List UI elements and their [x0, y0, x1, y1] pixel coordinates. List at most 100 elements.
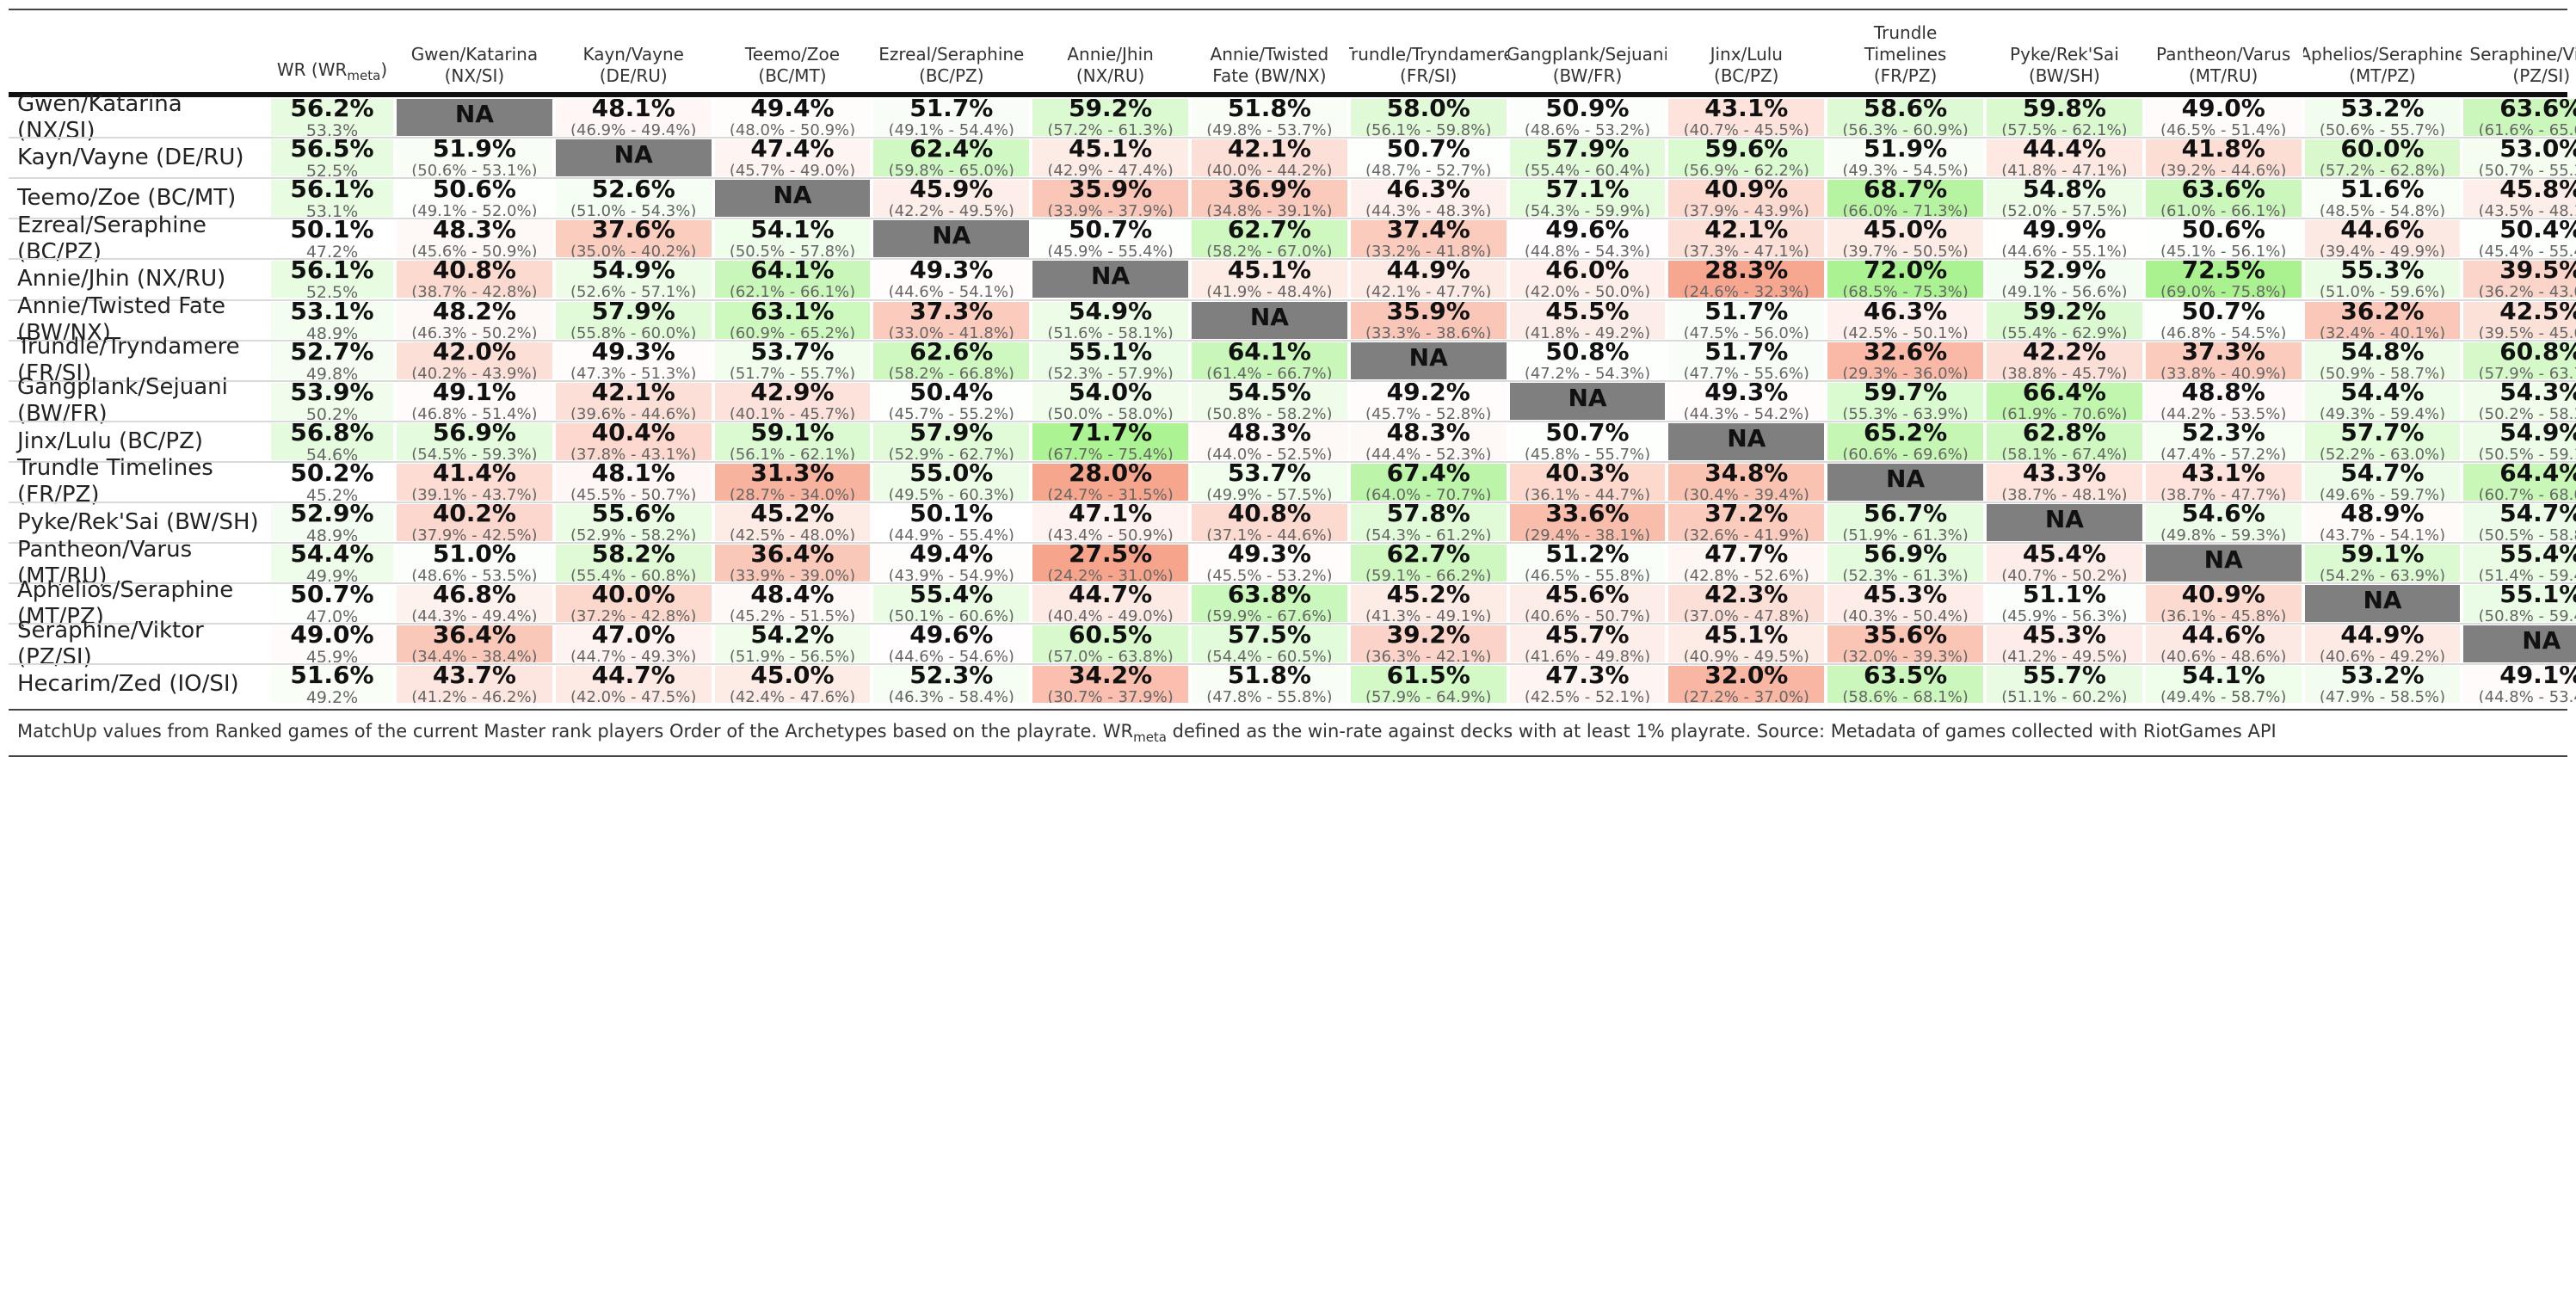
- winrate-value: 39.2%: [1386, 625, 1470, 649]
- confidence-interval: (55.4% - 62.9%): [2001, 323, 2128, 339]
- matchup-cell: 48.4% (45.2% - 51.5%): [714, 585, 871, 623]
- column-header: Annie/Twisted Fate (BW/NX): [1190, 10, 1349, 87]
- matchup-cell: 50.6% (49.1% - 52.0%): [397, 180, 552, 218]
- matchup-cell: 63.6%(61.6% - 65.6%): [2463, 99, 2576, 137]
- confidence-interval: (44.6% - 54.6%): [888, 648, 1014, 663]
- confidence-interval: (44.8% - 54.3%): [1524, 243, 1651, 258]
- winrate-value: 51.7%: [1704, 301, 1789, 325]
- winrate-value: 40.8%: [432, 261, 516, 285]
- confidence-interval: (46.9% - 49.4%): [570, 121, 697, 137]
- confidence-interval: (54.3% - 61.2%): [1365, 526, 1492, 542]
- na-label: NA: [932, 221, 971, 250]
- matchup-cell: 51.2% (46.5% - 55.8%): [1509, 545, 1666, 582]
- matchup-cell: 59.1% (56.1% - 62.1%): [714, 422, 871, 460]
- winrate-value: 49.9%: [2022, 220, 2106, 244]
- winrate-value: 50.7%: [2181, 301, 2265, 325]
- confidence-interval: (41.9% - 48.4%): [1206, 283, 1333, 299]
- confidence-interval: (49.4% - 58.7%): [2160, 688, 2287, 704]
- winrate-value: 41.4%: [432, 463, 516, 487]
- matchup-cell: 54.1% (50.5% - 57.8%): [714, 220, 871, 258]
- matchup-cell: 54.0% (50.0% - 58.0%): [1032, 382, 1188, 420]
- matchup-cell: 52.9% (49.1% - 56.6%): [1987, 261, 2142, 299]
- wr-meta-value: 48.9%: [305, 323, 359, 339]
- winrate-value: 45.9%: [909, 180, 994, 204]
- confidence-interval: (58.1% - 67.4%): [2001, 445, 2128, 460]
- winrate-value: 48.1%: [591, 99, 675, 123]
- matchup-cell: 36.4% (34.4% - 38.4%): [397, 625, 552, 663]
- winrate-value: 60.8%: [2499, 342, 2576, 366]
- confidence-interval: (56.3% - 60.9%): [1842, 121, 1969, 137]
- matchup-cell: 67.4% (64.0% - 70.7%): [1350, 463, 1507, 501]
- confidence-interval: (61.4% - 66.7%): [1206, 364, 1333, 379]
- confidence-interval: (47.3% - 51.3%): [570, 364, 697, 379]
- matchup-cell: 41.4% (39.1% - 43.7%): [397, 463, 552, 501]
- wr-value: 56.5%: [290, 139, 374, 163]
- winrate-value: 65.2%: [1864, 422, 1948, 446]
- winrate-value: 43.3%: [2022, 463, 2106, 487]
- matchup-cell: 52.3% (47.4% - 57.2%): [2145, 422, 2302, 460]
- winrate-value: 37.3%: [909, 301, 994, 325]
- confidence-interval: (39.7% - 50.5%): [1842, 243, 1969, 258]
- matchup-cell: 51.7% (49.1% - 54.4%): [873, 99, 1030, 137]
- matchup-cell: NA: [1350, 342, 1507, 379]
- matchup-cell: 56.7% (51.9% - 61.3%): [1827, 504, 1983, 542]
- matchup-cell: 59.2% (57.2% - 61.3%): [1032, 99, 1188, 137]
- winrate-value: 57.9%: [591, 301, 675, 325]
- confidence-interval: (47.9% - 58.5%): [2319, 688, 2446, 704]
- winrate-value: 63.8%: [1227, 585, 1311, 609]
- winrate-value: 36.4%: [432, 625, 516, 649]
- matchup-cell: 40.0% (37.2% - 42.8%): [555, 585, 712, 623]
- column-header-label: Ezreal/Seraphine (BC/PZ): [878, 44, 1025, 86]
- winrate-value: 49.3%: [1704, 382, 1789, 406]
- confidence-interval: (42.1% - 47.7%): [1365, 283, 1492, 299]
- wr-value: 50.1%: [290, 220, 374, 244]
- matchup-cell: 47.7% (42.8% - 52.6%): [1668, 545, 1825, 582]
- confidence-interval: (51.9% - 56.5%): [729, 648, 856, 663]
- matchup-cell: 53.7% (49.9% - 57.5%): [1192, 463, 1347, 501]
- confidence-interval: (57.9% - 64.9%): [1365, 688, 1492, 704]
- confidence-interval: (37.1% - 44.6%): [1206, 526, 1333, 542]
- matchup-cell: 40.9% (36.1% - 45.8%): [2145, 585, 2302, 623]
- matchup-cell: 50.8% (47.2% - 54.3%): [1509, 342, 1666, 379]
- confidence-interval: (46.8% - 51.4%): [411, 404, 538, 420]
- confidence-interval: (55.3% - 63.9%): [1842, 404, 1969, 420]
- matchup-cell: 46.3% (42.5% - 50.1%): [1827, 301, 1983, 339]
- winrate-value: 44.4%: [2022, 139, 2106, 163]
- matchup-cell: 37.4% (33.2% - 41.8%): [1350, 220, 1507, 258]
- confidence-interval: (58.2% - 67.0%): [1206, 243, 1333, 258]
- wr-value: 52.7%: [290, 342, 374, 366]
- confidence-interval: (43.9% - 54.9%): [888, 567, 1014, 582]
- winrate-value: 48.8%: [2181, 382, 2265, 406]
- winrate-value: 54.9%: [2499, 422, 2576, 446]
- confidence-interval: (50.1% - 60.6%): [888, 607, 1014, 623]
- confidence-interval: (57.0% - 63.8%): [1047, 648, 1174, 663]
- matchup-cell: 43.7% (41.2% - 46.2%): [397, 666, 552, 704]
- confidence-interval: (51.0% - 59.6%): [2319, 283, 2446, 299]
- matchup-cell: 54.1% (49.4% - 58.7%): [2145, 666, 2302, 704]
- winrate-value: 62.6%: [909, 342, 994, 366]
- winrate-value: 47.3%: [1545, 666, 1630, 690]
- confidence-interval: (33.3% - 38.6%): [1365, 323, 1492, 339]
- winrate-value: 63.1%: [750, 301, 835, 325]
- matchup-cell: 50.7% (48.7% - 52.7%): [1350, 139, 1507, 177]
- matchup-cell: 54.9% (52.6% - 57.1%): [555, 261, 712, 299]
- matchup-cell: 64.4%(60.7% - 68.0%): [2463, 463, 2576, 501]
- winrate-value: 44.9%: [1386, 261, 1470, 285]
- confidence-interval: (48.7% - 52.7%): [1365, 162, 1492, 177]
- row-separator: [9, 460, 2576, 463]
- confidence-interval: (52.0% - 57.5%): [2001, 202, 2128, 218]
- winrate-value: 45.3%: [2022, 625, 2106, 649]
- confidence-interval: (33.2% - 41.8%): [1365, 243, 1492, 258]
- confidence-interval: (47.5% - 56.0%): [1683, 323, 1809, 339]
- winrate-value: 51.8%: [1227, 666, 1311, 690]
- confidence-interval: (45.9% - 55.4%): [1047, 243, 1174, 258]
- confidence-interval: (50.6% - 55.7%): [2319, 121, 2446, 137]
- row-separator: [9, 258, 2576, 261]
- matchup-cell: 63.6% (61.0% - 66.1%): [2145, 180, 2302, 218]
- na-label: NA: [1886, 464, 1926, 493]
- row-header: Teemo/Zoe (BC/MT): [17, 185, 237, 212]
- matchup-cell: 45.0% (39.7% - 50.5%): [1827, 220, 1983, 258]
- matchup-cell: 64.1% (61.4% - 66.7%): [1192, 342, 1347, 379]
- winrate-value: 47.1%: [1069, 504, 1153, 528]
- confidence-interval: (57.2% - 62.8%): [2319, 162, 2446, 177]
